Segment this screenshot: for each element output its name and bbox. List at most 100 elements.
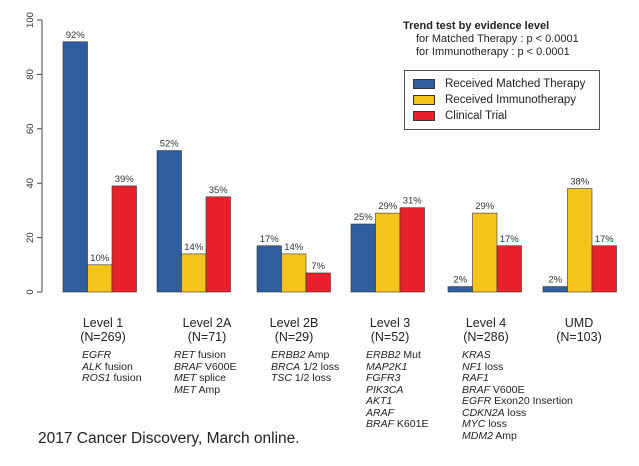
bar-received-immunotherapy-level-2b [281,253,307,293]
category-label-umd: UMD (N=103) [524,316,634,344]
legend: Received Matched Therapy Received Immuno… [404,70,600,130]
gene-symbol: EGFR [462,395,492,407]
legend-swatch-matched [413,78,435,89]
gene-symbol: ROS1 [82,372,111,384]
gene-symbol: MET [174,383,197,396]
bar-received-immunotherapy-level-4 [472,212,498,293]
bar-clinical-trial-level-2b [305,272,331,293]
gene-alteration: V600E [202,360,237,373]
bar-received-immunotherapy-umd [567,188,593,293]
gene-symbol: PIK3CA [366,383,404,396]
bar-clinical-trial-level-4 [496,245,522,293]
gene-symbol: ERBB2 [366,349,401,361]
category-name: Level 2A [182,316,232,330]
category-label-level-2a: Level 2A (N=71) [152,316,262,344]
bar-value-label: 14% [284,242,304,253]
gene-alteration: 1/2 loss [292,372,332,384]
gene-symbol: BRAF [174,360,203,373]
bar-value-label: 52% [160,139,180,150]
bar-value-label: 39% [115,174,135,185]
gene-symbol: MET [174,372,197,384]
gene-entry: ERBB2 Mut [366,349,484,362]
y-tick-label: 40 [25,178,36,189]
gene-alteration: Amp [305,349,330,361]
bars [62,41,617,293]
gene-symbol: BRAF [462,383,491,396]
category-n: (N=52) [370,330,410,344]
citation: 2017 Cancer Discovery, March online. [38,430,300,447]
gene-entry: BRAF K601E [366,418,484,431]
gene-alteration: splice [196,372,226,384]
bar-received-matched-therapy-level-2b [256,245,282,293]
gene-entry: AKT1 [366,395,484,408]
gene-alteration: loss [481,360,504,373]
y-tick-label: 100 [25,12,36,28]
gene-entry: MET Amp [174,383,292,397]
bar-received-matched-therapy-level-1 [62,41,88,293]
bar-value-label: 25% [354,212,374,223]
category-label-level-4: Level 4 (N=286) [431,316,541,344]
category-name: Level 2B [269,316,319,330]
bar-received-immunotherapy-level-3 [375,212,401,293]
category-name: Level 4 [465,316,507,330]
gene-symbol: RET [174,349,195,361]
category-name: Level 3 [369,316,411,330]
gene-symbol: MDM2 [462,429,493,442]
legend-label-trial: Clinical Trial [445,110,507,122]
gene-alteration: fusion [110,372,142,384]
y-tick-label: 0 [25,289,36,294]
gene-alteration: 1/2 loss [300,360,340,373]
bar-received-immunotherapy-level-2a [181,253,207,293]
gene-symbol: AKT1 [366,395,393,407]
category-n: (N=269) [80,330,126,344]
gene-entry: RET fusion [174,349,292,362]
gene-list-level-4: KRAS NF1 loss RAF1 BRAF V600E EGFR Exon20 In… [462,349,580,443]
bar-value-label: 38% [570,177,590,188]
bar-received-matched-therapy-umd [542,286,568,293]
gene-entry: EGFR [82,349,200,362]
gene-alteration: fusion [195,349,226,361]
bar-received-matched-therapy-level-2a [156,150,182,293]
bar-value-label: 17% [595,234,615,245]
gene-entry: ROS1 fusion [82,372,200,385]
trend-test-immuno: for Immunotherapy : p < 0.0001 [416,46,570,58]
bar-value-label: 7% [311,261,325,272]
legend-item-clinical-trial: Clinical Trial [413,109,507,123]
gene-entry: NF1 loss [462,360,580,374]
gene-alteration: loss [485,418,507,430]
bar-value-labels: 92% 52% 17% 25% 2% 2% 10% 14% 14% 29% 29% 38% 39% 35%… [66,30,615,286]
bar-value-label: 29% [475,201,495,212]
gene-entry: KRAS [462,349,580,362]
legend-label-immuno: Received Immunotherapy [445,94,577,106]
gene-entry: MYC loss [462,418,580,431]
bar-value-label: 2% [548,275,562,286]
legend-label-matched: Received Matched Therapy [445,78,586,90]
category-label-level-3: Level 3 (N=52) [335,316,445,344]
category-name: Level 1 [82,316,124,330]
legend-item-matched-therapy: Received Matched Therapy [413,77,585,91]
bar-received-immunotherapy-level-1 [87,264,113,293]
gene-symbol: ERBB2 [271,349,306,361]
bar-value-label: 29% [378,201,398,212]
gene-entry: MET splice [174,372,292,385]
bar-clinical-trial-level-2a [205,196,231,293]
gene-entry: BRAF V600E [462,383,580,397]
gene-symbol: TSC [271,372,292,384]
gene-entry: FGFR3 [366,372,484,385]
gene-entry: EGFR Exon20 Insertion [462,395,580,408]
trend-test-annotation: Trend test by evidence level for Matched… [403,20,579,59]
gene-entry: MDM2 Amp [462,429,580,443]
gene-entry: PIK3CA [366,383,484,397]
gene-symbol: CDKN2A [462,406,505,419]
category-n: (N=71) [187,330,227,344]
gene-entry: MAP2K1 [366,361,484,374]
gene-alteration: fusion [101,360,133,373]
y-axis: 0 20 40 60 80 100 [25,12,43,295]
bar-value-label: 31% [403,196,423,207]
trend-test-title: Trend test by evidence level [403,20,550,32]
bar-received-matched-therapy-level-4 [447,286,473,293]
category-name: UMD [564,316,594,330]
gene-entry: BRAF V600E [174,360,292,374]
gene-entry: ERBB2 Amp [271,349,389,362]
